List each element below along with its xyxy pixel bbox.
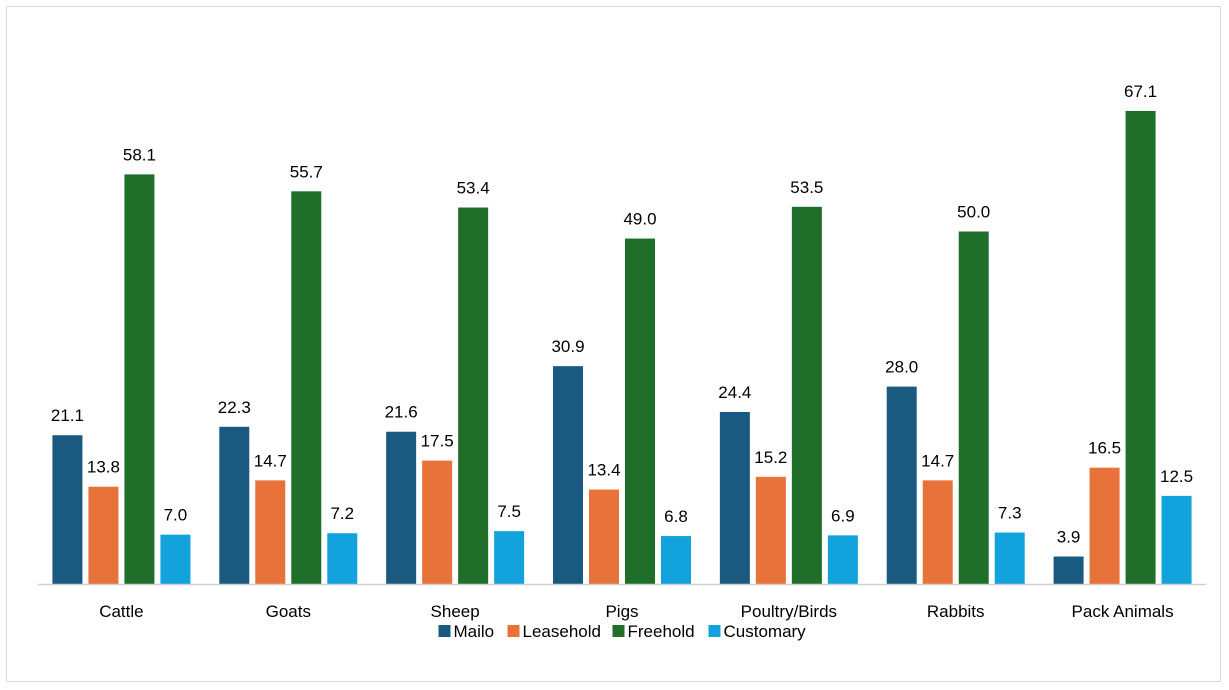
data-label-mailo-poultry-birds: 24.4 (718, 383, 751, 402)
data-label-mailo-cattle: 21.1 (51, 406, 84, 425)
data-label-mailo-pigs: 30.9 (551, 337, 584, 356)
data-label-leasehold-cattle: 13.8 (87, 458, 120, 477)
data-label-leasehold-rabbits: 14.7 (921, 451, 954, 470)
data-label-customary-sheep: 7.5 (497, 502, 521, 521)
bar-freehold-rabbits (958, 231, 989, 584)
bar-freehold-pigs (625, 238, 655, 585)
bar-freehold-pack-animals (1125, 110, 1156, 584)
legend-swatch-mailo (438, 625, 451, 637)
data-label-mailo-rabbits: 28.0 (885, 358, 918, 377)
data-label-customary-poultry-birds: 6.9 (831, 506, 855, 525)
bar-mailo-rabbits (886, 386, 917, 584)
legend-label-mailo: Mailo (454, 622, 495, 641)
data-label-freehold-rabbits: 50.0 (957, 203, 990, 222)
data-label-freehold-sheep: 53.4 (457, 179, 490, 198)
data-label-freehold-pigs: 49.0 (623, 210, 656, 229)
legend-label-freehold: Freehold (628, 622, 695, 641)
data-label-customary-pack-animals: 12.5 (1160, 467, 1193, 486)
category-label-goats: Goats (266, 602, 311, 621)
bar-mailo-cattle (52, 435, 83, 584)
bar-customary-goats (327, 533, 358, 584)
bar-customary-pigs (661, 536, 691, 584)
bar-leasehold-goats (255, 480, 286, 584)
legend-item-customary: Customary (708, 622, 807, 641)
legend-swatch-leasehold (507, 625, 520, 637)
data-label-leasehold-sheep: 17.5 (421, 432, 454, 451)
legend-item-leasehold: Leasehold (507, 622, 601, 641)
category-label-pigs: Pigs (605, 602, 638, 621)
bar-leasehold-rabbits (922, 480, 953, 584)
category-label-pack-animals: Pack Animals (1072, 602, 1174, 621)
data-label-mailo-goats: 22.3 (218, 398, 251, 417)
data-label-leasehold-pigs: 13.4 (587, 461, 620, 480)
bar-customary-sheep (494, 531, 525, 584)
bar-leasehold-poultry-birds (755, 476, 786, 584)
bar-customary-rabbits (994, 532, 1025, 584)
bar-mailo-sheep (386, 431, 417, 584)
bar-freehold-poultry-birds (791, 206, 822, 584)
data-label-leasehold-poultry-birds: 15.2 (754, 448, 787, 467)
bars-layer (52, 110, 1192, 585)
data-labels-layer: 21.1 13.8 58.1 7.0 22.3 14.7 55.7 7.2 21.617.5 53… (51, 82, 1193, 547)
data-label-leasehold-goats: 14.7 (254, 451, 287, 470)
bar-leasehold-sheep (422, 460, 453, 584)
data-label-mailo-pack-animals: 3.9 (1057, 528, 1081, 547)
legend-item-freehold: Freehold (612, 622, 695, 641)
data-label-customary-rabbits: 7.3 (998, 504, 1022, 523)
category-labels-layer: Cattle Goats Sheep Pigs Poultry/Birds Rabbits… (99, 602, 1173, 621)
bar-freehold-cattle (124, 174, 155, 584)
data-label-freehold-cattle: 58.1 (123, 145, 156, 164)
data-label-freehold-poultry-birds: 53.5 (790, 178, 823, 197)
data-label-mailo-sheep: 21.6 (385, 403, 418, 422)
category-label-rabbits: Rabbits (927, 602, 985, 621)
data-label-leasehold-pack-animals: 16.5 (1088, 439, 1121, 458)
bar-freehold-goats (291, 191, 322, 584)
bar-freehold-sheep (458, 207, 489, 584)
bar-customary-pack-animals (1161, 495, 1192, 584)
legend: Mailo Leasehold Freehold Customary (438, 622, 807, 641)
category-label-cattle: Cattle (99, 602, 143, 621)
legend-label-customary: Customary (724, 622, 807, 641)
legend-item-mailo: Mailo (438, 622, 495, 641)
data-label-customary-pigs: 6.8 (664, 507, 688, 526)
bar-mailo-pigs (553, 366, 583, 584)
bar-leasehold-pigs (589, 489, 619, 584)
legend-label-leasehold: Leasehold (523, 622, 601, 641)
category-label-sheep: Sheep (431, 602, 480, 621)
bar-mailo-pack-animals (1053, 556, 1084, 584)
bar-leasehold-cattle (88, 486, 119, 584)
legend-swatch-freehold (612, 625, 625, 637)
category-label-poultry-birds: Poultry/Birds (741, 602, 837, 621)
bar-customary-poultry-birds (827, 535, 858, 584)
legend-swatch-customary (708, 625, 721, 637)
bar-mailo-poultry-birds (719, 411, 750, 584)
data-label-customary-goats: 7.2 (330, 504, 354, 523)
data-label-customary-cattle: 7.0 (164, 506, 188, 525)
bar-mailo-goats (219, 426, 250, 584)
data-label-freehold-pack-animals: 67.1 (1124, 82, 1157, 101)
bar-leasehold-pack-animals (1089, 467, 1120, 584)
data-label-freehold-goats: 55.7 (290, 162, 323, 181)
bar-customary-cattle (160, 534, 191, 584)
